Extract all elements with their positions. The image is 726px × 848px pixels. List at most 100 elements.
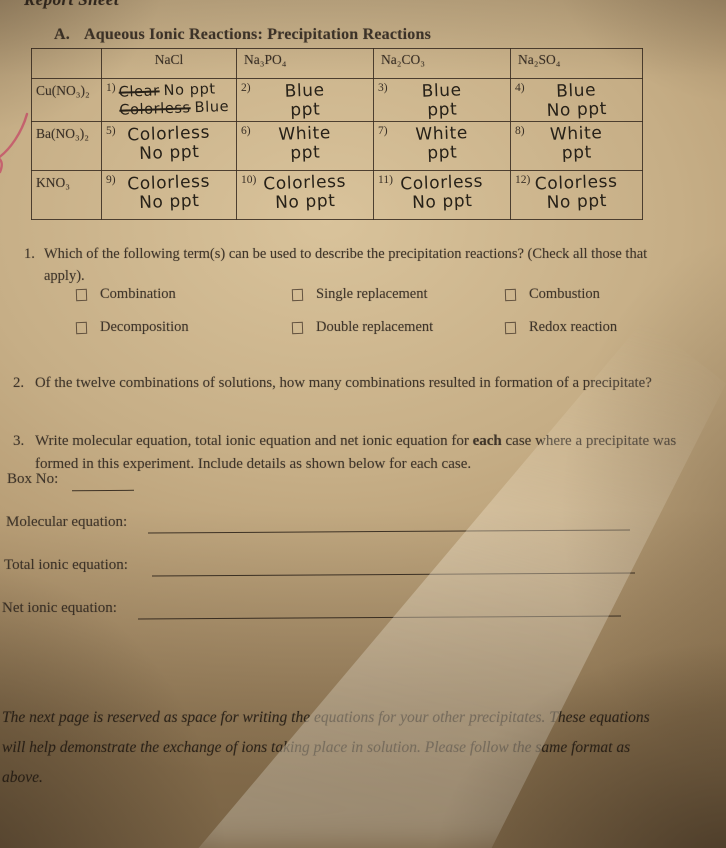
net-ionic-equation-label: Net ionic equation: bbox=[2, 600, 117, 616]
row-label-kno3: KNO₃ bbox=[31, 170, 102, 220]
hw-text: No ppt bbox=[138, 190, 200, 214]
handwritten-observation: Blue No ppt bbox=[511, 78, 641, 122]
question-2-number: 2. bbox=[13, 375, 25, 391]
cell-12: 12) Colorless No ppt bbox=[510, 170, 643, 220]
table-header-row: NaCl Na₃PO₄ Na₂CO₃ Na₂SO₄ bbox=[31, 48, 643, 79]
handwritten-observation: Colorless No ppt bbox=[102, 170, 235, 215]
hw-text: ppt bbox=[289, 99, 321, 121]
checkbox-label: Combustion bbox=[529, 286, 600, 302]
total-ionic-equation-label: Total ionic equation: bbox=[4, 557, 128, 573]
col-header-nacl: NaCl bbox=[101, 48, 237, 79]
section-letter: A. bbox=[54, 26, 70, 43]
checkbox-double-replacement: Double replacement bbox=[291, 319, 434, 336]
hw-text: No ppt bbox=[138, 141, 200, 165]
cell-11: 11) Colorless No ppt bbox=[373, 170, 511, 220]
hw-text: No ppt bbox=[546, 190, 608, 214]
checkbox-icon bbox=[504, 321, 517, 334]
col-header-na2co3: Na₂CO₃ bbox=[373, 48, 511, 79]
checkbox-icon bbox=[504, 288, 517, 301]
question-1-text: Which of the following term(s) can be us… bbox=[44, 246, 648, 284]
section-title: A. Aqueous Ionic Reactions: Precipitation… bbox=[54, 26, 431, 44]
handwritten-observation: Colorless No ppt bbox=[102, 121, 235, 166]
checkbox-label: Decomposition bbox=[100, 319, 189, 335]
handwritten-observation: White ppt bbox=[511, 121, 641, 165]
hw-text: White bbox=[278, 123, 332, 145]
checkbox-single-replacement: Single replacement bbox=[291, 286, 428, 303]
handwritten-observation: Colorless No ppt bbox=[511, 170, 641, 214]
report-sheet-title: Report Sheet bbox=[24, 0, 119, 10]
cell-2: 2) Blue ppt bbox=[236, 78, 374, 123]
hw-text: White bbox=[549, 123, 603, 145]
hw-text: White bbox=[415, 123, 469, 145]
cell-5: 5) Colorless No ppt bbox=[101, 121, 237, 171]
handwritten-observation: Colorless No ppt bbox=[374, 170, 509, 215]
checkbox-decomposition: Decomposition bbox=[75, 319, 189, 336]
footer-note: The next page is reserved as space for w… bbox=[2, 703, 718, 793]
hw-text: ppt bbox=[426, 142, 458, 164]
cell-10: 10) Colorless No ppt bbox=[236, 170, 374, 220]
row-label-bano32: Ba(NO₃)₂ bbox=[31, 121, 102, 171]
checkbox-label: Single replacement bbox=[316, 286, 428, 302]
section-title-text: Aqueous Ionic Reactions: Precipitation R… bbox=[83, 26, 432, 43]
footer-note-line2: will help demonstrate the exchange of io… bbox=[2, 739, 631, 756]
handwritten-observation: Blue ppt bbox=[237, 78, 372, 123]
handwritten-observation: Blue ppt bbox=[374, 78, 509, 123]
net-ionic-equation-blank-line bbox=[138, 615, 621, 620]
question-1: 1. Which of the following term(s) can be… bbox=[24, 243, 674, 287]
table-row: Cu(NO₃)₂ 1) Clear No ppt Colorless Blue 2)… bbox=[31, 78, 643, 123]
hw-text: No ppt bbox=[274, 190, 336, 214]
box-no-label: Box No: bbox=[7, 471, 59, 487]
cell-6: 6) White ppt bbox=[236, 121, 374, 171]
footer-note-line3: above. bbox=[2, 769, 43, 786]
total-ionic-equation-blank-line bbox=[152, 572, 635, 577]
cell-3: 3) Blue ppt bbox=[373, 78, 511, 123]
question-2-text: Of the twelve combinations of solutions,… bbox=[35, 375, 652, 391]
footer-note-line1: The next page is reserved as space for w… bbox=[2, 709, 650, 726]
handwritten-observation: White ppt bbox=[237, 121, 372, 166]
question-3: 3. Write molecular equation, total ionic… bbox=[13, 430, 713, 476]
checkbox-label: Double replacement bbox=[316, 319, 434, 335]
checkbox-icon bbox=[75, 321, 88, 334]
cell-4: 4) Blue No ppt bbox=[510, 78, 643, 122]
question-3-number: 3. bbox=[13, 433, 25, 449]
hw-text: ppt bbox=[561, 142, 593, 164]
checkbox-icon bbox=[75, 288, 88, 301]
checkbox-icon bbox=[291, 321, 304, 334]
col-header-na2so4: Na₂SO₄ bbox=[510, 48, 643, 79]
hw-text: ppt bbox=[289, 142, 321, 164]
question-3-bold-word: each bbox=[472, 433, 502, 449]
cell-9: 9) Colorless No ppt bbox=[101, 170, 237, 220]
col-header-na3po4: Na₃PO₄ bbox=[236, 48, 374, 79]
table-row: KNO₃ 9) Colorless No ppt 10) Colorless N… bbox=[31, 170, 643, 220]
checkbox-combustion: Combustion bbox=[504, 286, 600, 303]
handwritten-observation: Colorless No ppt bbox=[237, 170, 372, 215]
question-3-prefix: Write molecular equation, total ionic eq… bbox=[35, 433, 473, 449]
hw-text: No ppt bbox=[163, 81, 216, 100]
results-table: NaCl Na₃PO₄ Na₂CO₃ Na₂SO₄ Cu(NO₃)₂ 1) Cl… bbox=[31, 48, 643, 220]
hw-text: Blue bbox=[194, 98, 230, 117]
checkbox-label: Redox reaction bbox=[529, 319, 618, 335]
checkbox-redox-reaction: Redox reaction bbox=[504, 319, 618, 336]
question-3-text: Write molecular equation, total ionic eq… bbox=[35, 430, 713, 476]
cell-8: 8) White ppt bbox=[510, 121, 643, 171]
question-2: 2. Of the twelve combinations of solutio… bbox=[13, 372, 725, 394]
cell-7: 7) White ppt bbox=[373, 121, 511, 171]
molecular-equation-label: Molecular equation: bbox=[6, 514, 128, 530]
box-no-blank-line bbox=[71, 489, 135, 492]
hw-text: No ppt bbox=[411, 190, 473, 214]
cell-1: 1) Clear No ppt Colorless Blue bbox=[101, 78, 237, 122]
checkbox-combination: Combination bbox=[75, 286, 176, 303]
row-label-cuno32: Cu(NO₃)₂ bbox=[31, 78, 102, 122]
table-row: Ba(NO₃)₂ 5) Colorless No ppt 6) White pp… bbox=[31, 121, 643, 171]
hw-strike: Colorless bbox=[119, 100, 191, 119]
handwritten-observation: Clear No ppt Colorless Blue bbox=[102, 78, 235, 121]
checkbox-label: Combination bbox=[100, 286, 176, 302]
handwritten-observation: White ppt bbox=[374, 121, 509, 166]
hw-strike: Clear bbox=[118, 83, 160, 101]
hw-text: No ppt bbox=[546, 98, 608, 122]
question-1-number: 1. bbox=[24, 246, 35, 262]
grader-checkmark bbox=[0, 112, 29, 174]
molecular-equation-blank-line bbox=[148, 529, 630, 534]
corner-cell bbox=[31, 48, 102, 79]
